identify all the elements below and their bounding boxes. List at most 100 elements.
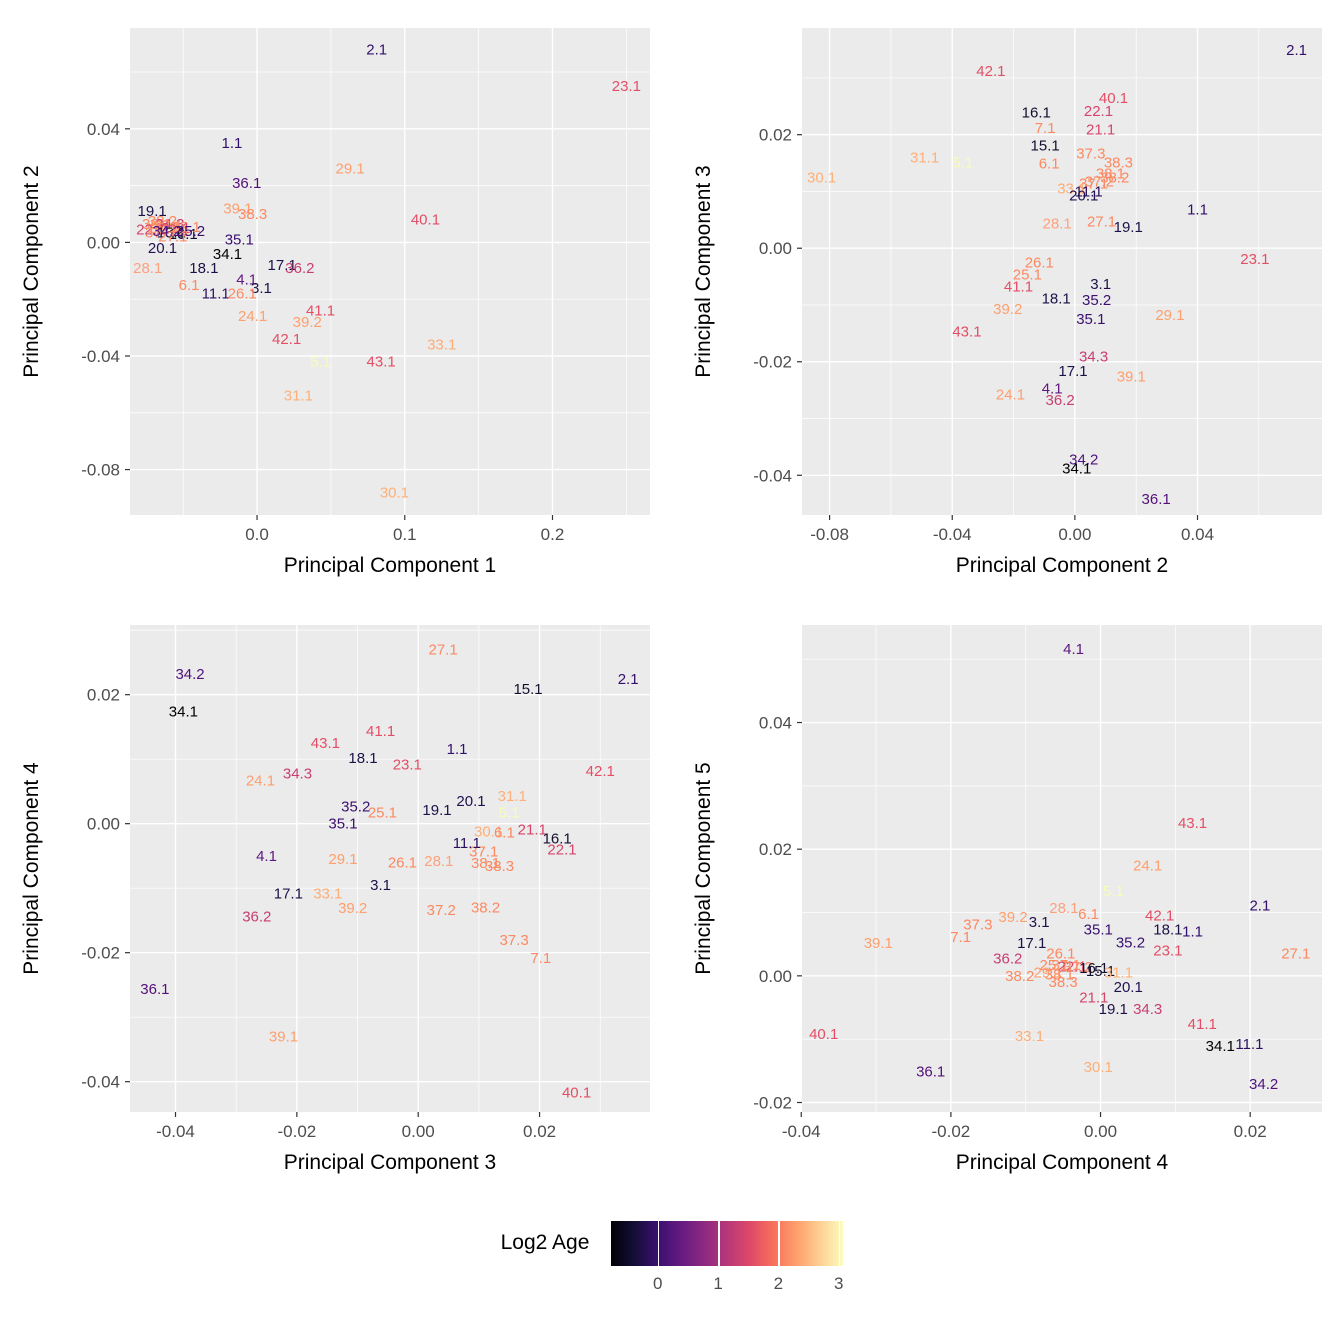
svg-text:18.1: 18.1 (189, 260, 218, 277)
svg-text:30.1: 30.1 (1084, 1059, 1113, 1076)
svg-text:37.3: 37.3 (963, 917, 992, 934)
svg-text:36.2: 36.2 (1046, 392, 1075, 409)
svg-text:1.1: 1.1 (447, 741, 468, 758)
svg-text:38.2: 38.2 (1100, 169, 1129, 186)
svg-text:19.1: 19.1 (1114, 219, 1143, 236)
svg-text:37.2: 37.2 (1063, 959, 1092, 976)
svg-text:39.2: 39.2 (293, 314, 322, 331)
svg-text:35.2: 35.2 (176, 223, 205, 240)
colorbar-tick-mark (657, 1221, 660, 1266)
legend-title: Log2 Age (500, 1231, 590, 1254)
svg-text:Principal Component 3: Principal Component 3 (284, 1151, 496, 1174)
svg-text:22.1: 22.1 (1084, 103, 1113, 120)
svg-text:34.3: 34.3 (283, 765, 312, 782)
svg-text:Principal Component 2: Principal Component 2 (20, 165, 43, 377)
svg-text:25.1: 25.1 (1040, 957, 1069, 974)
svg-text:43.1: 43.1 (311, 735, 340, 752)
svg-text:43.1: 43.1 (1178, 815, 1207, 832)
svg-text:34.1: 34.1 (169, 703, 198, 720)
svg-text:21.1: 21.1 (518, 821, 547, 838)
svg-text:20.1: 20.1 (1114, 979, 1143, 996)
svg-text:0.02: 0.02 (759, 840, 792, 859)
svg-text:-0.08: -0.08 (810, 525, 849, 544)
svg-text:17.1: 17.1 (1017, 935, 1046, 952)
svg-text:24.1: 24.1 (238, 308, 267, 325)
svg-text:40.1: 40.1 (809, 1026, 838, 1043)
svg-text:6.1: 6.1 (494, 825, 515, 842)
svg-text:40.1: 40.1 (562, 1085, 591, 1102)
svg-text:0.02: 0.02 (523, 1122, 556, 1141)
svg-text:29.1: 29.1 (1034, 965, 1063, 982)
svg-text:39.2: 39.2 (998, 909, 1027, 926)
svg-text:41.1: 41.1 (1188, 1016, 1217, 1033)
svg-text:33.1: 33.1 (1015, 1028, 1044, 1045)
svg-text:24.1: 24.1 (1133, 858, 1162, 875)
svg-text:0.00: 0.00 (87, 815, 120, 834)
svg-text:7.1: 7.1 (950, 929, 971, 946)
svg-text:20.1: 20.1 (456, 793, 485, 810)
svg-text:40.1: 40.1 (1099, 90, 1128, 107)
svg-text:27.1: 27.1 (1087, 214, 1116, 231)
svg-text:37.2: 37.2 (1085, 173, 1114, 190)
svg-text:0.00: 0.00 (759, 239, 792, 258)
svg-text:34.3: 34.3 (1079, 349, 1108, 366)
svg-text:40.1: 40.1 (411, 212, 440, 229)
svg-text:25.1: 25.1 (172, 219, 201, 236)
panel-pc3-vs-pc4: -0.04 -0.02 0.00 0.02 0.02 0.00 -0.02 -0.04 Prin… (20, 625, 650, 1174)
svg-text:36.1: 36.1 (916, 1063, 945, 1080)
svg-text:30.1: 30.1 (807, 169, 836, 186)
svg-text:34.2: 34.2 (1069, 451, 1098, 468)
svg-text:5.1: 5.1 (499, 805, 520, 822)
svg-text:21.1: 21.1 (1086, 122, 1115, 139)
svg-text:37.3: 37.3 (499, 932, 528, 949)
svg-text:5.1: 5.1 (310, 354, 331, 371)
svg-text:0.00: 0.00 (1084, 1122, 1117, 1141)
svg-text:29.1: 29.1 (336, 161, 365, 178)
svg-text:0.04: 0.04 (1181, 525, 1214, 544)
svg-text:36.1: 36.1 (140, 981, 169, 998)
svg-text:23.1: 23.1 (1240, 251, 1269, 268)
svg-text:3.1: 3.1 (370, 877, 391, 894)
svg-text:30.1: 30.1 (380, 484, 409, 501)
svg-text:6.1: 6.1 (1078, 906, 1099, 923)
svg-text:38.1: 38.1 (1096, 165, 1125, 182)
svg-text:35.1: 35.1 (1084, 922, 1113, 939)
svg-text:42.1: 42.1 (586, 763, 615, 780)
svg-text:36.2: 36.2 (242, 909, 271, 926)
svg-text:39.1: 39.1 (1117, 369, 1146, 386)
colorbar-tick-mark (838, 1221, 841, 1266)
svg-text:0.0: 0.0 (245, 525, 269, 544)
svg-text:16.1: 16.1 (543, 831, 572, 848)
svg-text:2.1: 2.1 (618, 671, 639, 688)
svg-text:35.1: 35.1 (225, 232, 254, 249)
svg-text:37.1: 37.1 (1079, 176, 1108, 193)
panel-pc4-vs-pc5: -0.04 -0.02 0.00 0.02 0.04 0.02 0.00 -0.02 Princ… (692, 625, 1322, 1174)
svg-text:Principal Component 2: Principal Component 2 (956, 554, 1168, 577)
svg-text:26.1: 26.1 (1025, 254, 1054, 271)
svg-text:15.1: 15.1 (513, 681, 542, 698)
svg-text:11.1: 11.1 (202, 286, 230, 303)
svg-text:27.1: 27.1 (158, 229, 187, 246)
svg-text:23.1: 23.1 (1153, 943, 1182, 960)
panel-grid: 0.0 0.1 0.2 0.04 0.00 -0.04 -0.08 Principal Com… (20, 28, 1322, 1174)
svg-text:28.1: 28.1 (424, 853, 453, 870)
svg-text:0.02: 0.02 (1234, 1122, 1267, 1141)
svg-text:11.1: 11.1 (1075, 183, 1103, 200)
svg-text:4.1: 4.1 (236, 271, 257, 288)
svg-text:35.2: 35.2 (341, 798, 370, 815)
svg-text:29.1: 29.1 (1155, 307, 1184, 324)
svg-text:19.1: 19.1 (138, 203, 167, 220)
svg-text:15.1: 15.1 (1086, 963, 1115, 980)
svg-text:36.2: 36.2 (993, 951, 1022, 968)
svg-text:0.2: 0.2 (541, 525, 565, 544)
svg-text:20.1: 20.1 (148, 240, 177, 257)
svg-text:38.3: 38.3 (238, 206, 267, 223)
svg-text:7.1: 7.1 (530, 950, 551, 967)
svg-text:37.2: 37.2 (427, 902, 456, 919)
svg-text:38.1: 38.1 (1045, 967, 1074, 984)
svg-text:33.1: 33.1 (1057, 181, 1086, 198)
svg-text:37.3: 37.3 (145, 224, 174, 241)
svg-text:38.3: 38.3 (1049, 974, 1078, 991)
svg-text:37.1: 37.1 (1052, 957, 1081, 974)
colorbar-gradient (611, 1221, 844, 1266)
